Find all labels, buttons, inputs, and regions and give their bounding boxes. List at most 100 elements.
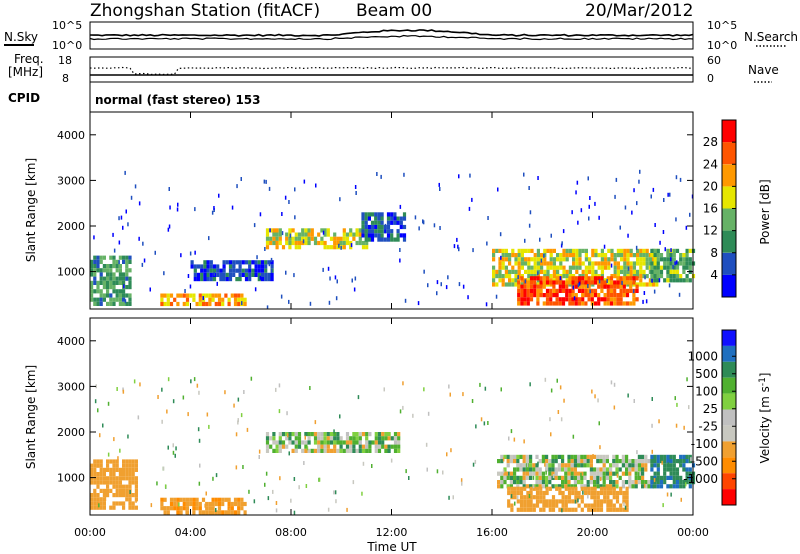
data-cell <box>675 248 680 253</box>
data-cell <box>503 475 507 480</box>
data-cell <box>639 282 643 287</box>
data-cell <box>669 278 673 283</box>
data-cell <box>102 293 106 298</box>
data-cell <box>293 273 295 278</box>
data-cell <box>106 463 110 468</box>
data-cell <box>663 261 667 266</box>
data-cell <box>265 232 270 237</box>
data-cell <box>278 228 282 233</box>
data-cell <box>334 490 337 495</box>
data-cell <box>584 284 588 289</box>
data-cell <box>603 280 607 285</box>
data-cell <box>656 261 660 266</box>
data-cell <box>625 486 629 491</box>
data-cell <box>637 459 641 464</box>
data-cell <box>545 454 549 459</box>
data-cell <box>540 253 544 258</box>
data-cell <box>584 257 588 262</box>
data-cell <box>590 490 594 496</box>
data-cell <box>619 276 623 281</box>
data-cell <box>240 177 242 181</box>
nsky-trace <box>89 29 694 37</box>
data-cell <box>632 301 636 306</box>
data-cell <box>545 276 550 281</box>
data-cell <box>310 448 314 453</box>
data-cell <box>90 480 94 485</box>
data-cell <box>109 459 113 464</box>
data-cell <box>326 448 330 453</box>
data-cell <box>513 471 517 476</box>
data-cell <box>307 236 311 241</box>
data-cell <box>571 499 575 504</box>
data-cell <box>540 265 544 270</box>
data-cell <box>122 505 126 510</box>
data-cell <box>600 280 604 285</box>
data-cell <box>616 301 620 306</box>
data-cell <box>599 499 604 504</box>
data-cell <box>365 245 369 250</box>
data-cell <box>208 236 210 241</box>
data-cell <box>222 277 226 282</box>
data-cell <box>538 471 542 476</box>
data-cell <box>543 274 547 279</box>
data-cell <box>589 463 593 468</box>
data-cell <box>112 501 116 506</box>
data-cell <box>503 480 507 485</box>
data-cell <box>270 277 274 282</box>
data-cell <box>393 436 398 441</box>
data-cell <box>589 289 591 294</box>
data-cell <box>355 440 359 445</box>
data-cell <box>561 241 563 246</box>
data-cell <box>217 497 222 502</box>
data-cell <box>536 276 540 281</box>
data-cell <box>208 501 212 507</box>
data-cell <box>377 233 381 238</box>
data-cell <box>606 279 608 283</box>
data-cell <box>666 248 670 253</box>
colorbar-tick-label: 100 <box>695 384 718 398</box>
data-cell <box>639 278 643 283</box>
data-cell <box>115 476 119 481</box>
data-cell <box>609 499 613 504</box>
data-cell <box>506 471 508 476</box>
data-cell <box>180 253 182 258</box>
data-cell <box>587 494 589 499</box>
data-cell <box>682 269 686 274</box>
data-cell <box>675 423 678 428</box>
beam-label: Beam 00 <box>356 1 432 21</box>
data-cell <box>577 503 581 508</box>
data-cell <box>365 444 369 449</box>
data-cell <box>533 274 537 279</box>
data-cell <box>532 486 536 491</box>
data-cell <box>581 288 585 293</box>
data-cell <box>128 276 132 281</box>
data-cell <box>187 274 190 278</box>
data-cell <box>520 265 524 270</box>
data-cell <box>580 475 584 480</box>
data-cell <box>529 490 533 496</box>
data-cell <box>99 505 103 510</box>
data-cell <box>572 285 575 290</box>
data-cell <box>535 480 539 485</box>
data-cell <box>520 293 524 298</box>
data-cell <box>602 467 606 472</box>
data-cell <box>580 480 584 485</box>
data-cell <box>345 444 350 449</box>
data-cell <box>639 253 643 258</box>
data-cell <box>606 293 610 298</box>
data-cell <box>533 276 537 281</box>
data-cell <box>122 488 126 493</box>
data-cell <box>209 268 213 273</box>
data-cell <box>688 261 692 266</box>
data-cell <box>580 471 584 476</box>
data-cell <box>587 280 591 285</box>
data-cell <box>581 297 585 302</box>
data-cell <box>574 499 577 504</box>
data-cell <box>355 191 357 195</box>
data-cell <box>304 444 308 449</box>
data-cell <box>594 201 596 206</box>
data-cell <box>509 471 513 476</box>
data-cell <box>520 261 524 266</box>
data-cell <box>593 486 597 491</box>
data-cell <box>577 495 581 500</box>
